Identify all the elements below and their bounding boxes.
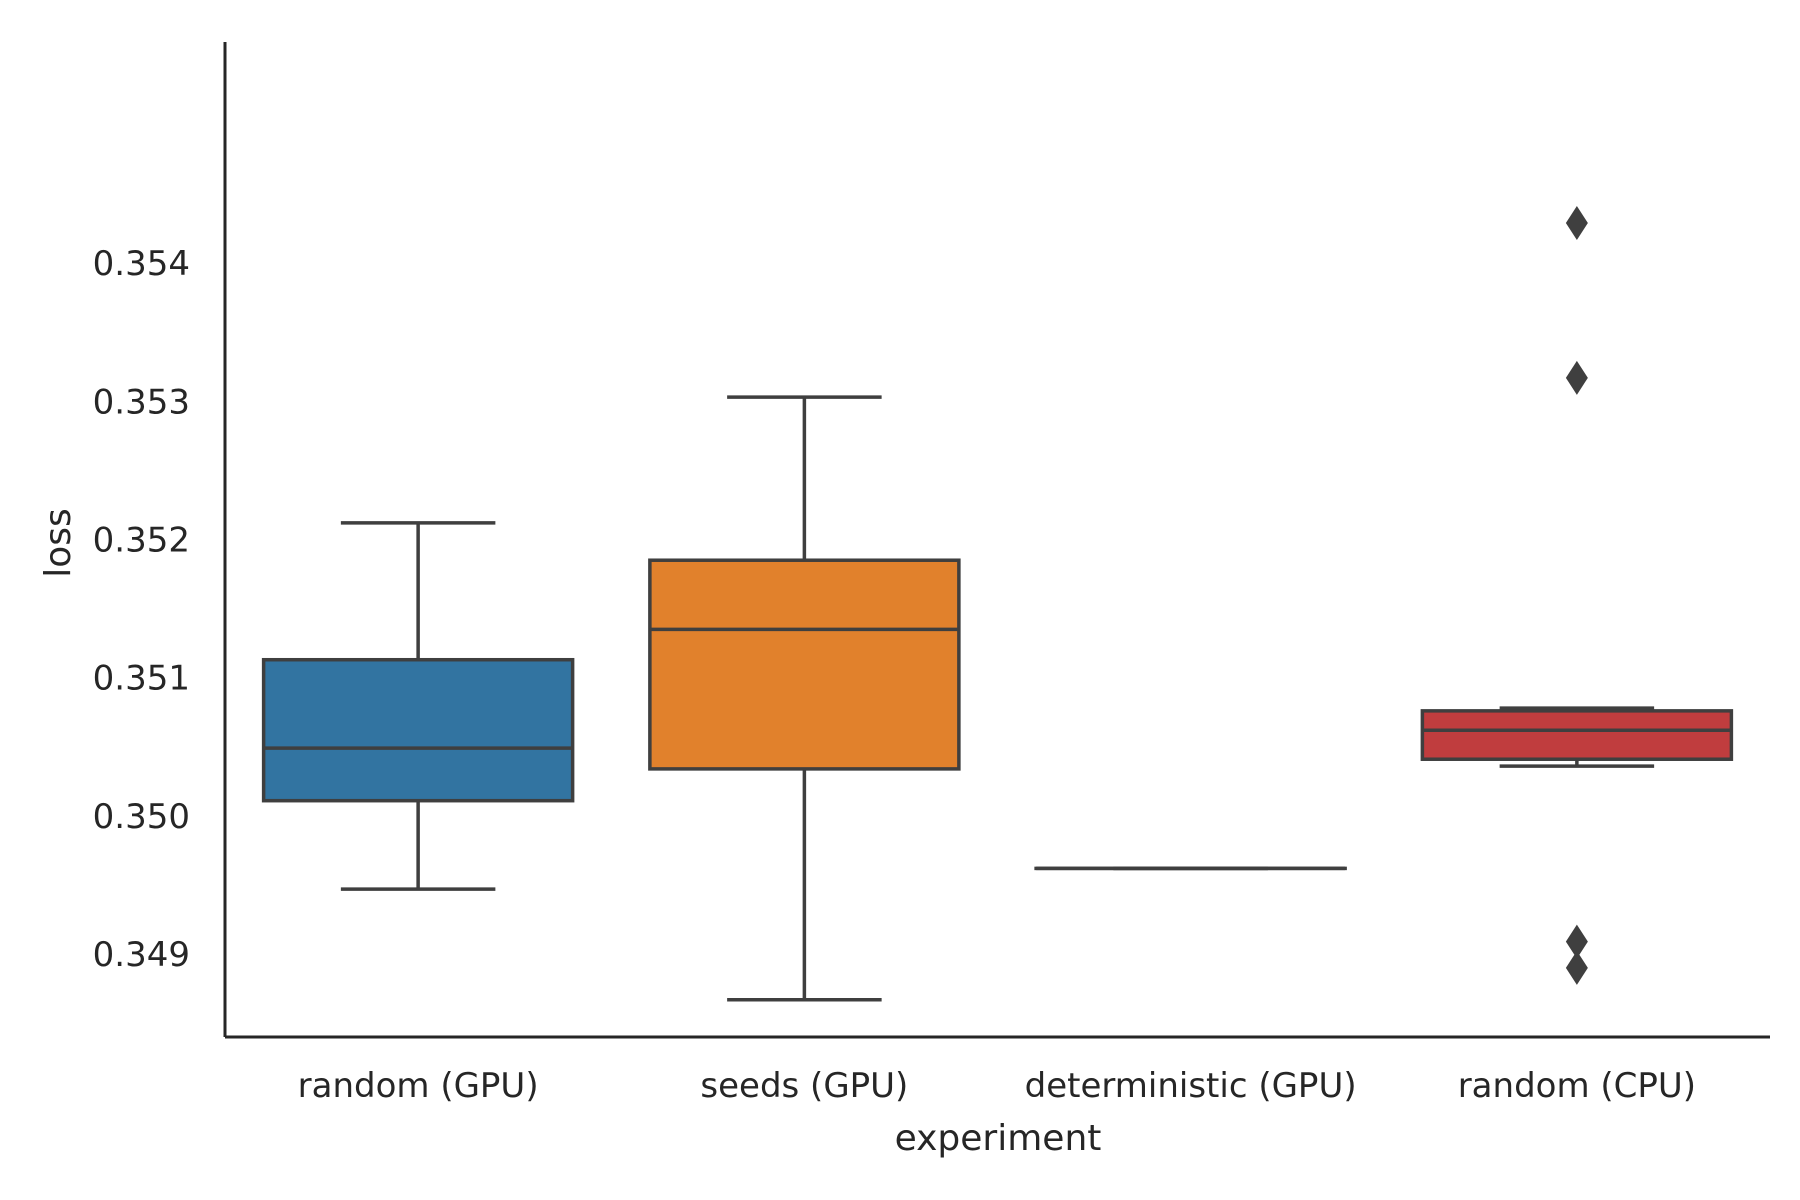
y-tick-label: 0.352 — [93, 521, 190, 561]
y-tick-label: 0.351 — [93, 659, 190, 699]
box — [261, 657, 575, 803]
box-group — [1420, 206, 1734, 985]
x-tick-label: random (GPU) — [298, 1066, 539, 1106]
box — [1420, 709, 1734, 761]
outlier-point — [1565, 950, 1588, 985]
axes — [223, 42, 1770, 1039]
y-tick-label: 0.354 — [93, 244, 190, 284]
outlier-point — [1565, 206, 1588, 241]
x-tick-label: deterministic (GPU) — [1025, 1066, 1357, 1106]
box — [648, 558, 961, 771]
outlier-point — [1565, 360, 1588, 395]
y-axis-label: loss — [38, 508, 79, 578]
boxes — [261, 206, 1734, 1002]
y-tick-label: 0.353 — [93, 382, 190, 422]
outlier-point — [1565, 924, 1588, 959]
x-tick-label: seeds (GPU) — [700, 1066, 908, 1106]
x-tick-label: random (CPU) — [1458, 1066, 1696, 1106]
x-tick-labels: random (GPU) seeds (GPU) deterministic (GP… — [298, 1066, 1696, 1106]
y-tick-label: 0.350 — [93, 797, 190, 837]
y-tick-labels: 0.349 0.350 0.351 0.352 0.353 0.354 — [93, 244, 190, 975]
x-axis-label: experiment — [895, 1118, 1102, 1159]
y-tick-label: 0.349 — [93, 935, 190, 975]
box-group — [261, 521, 575, 891]
box-group — [648, 395, 961, 1002]
